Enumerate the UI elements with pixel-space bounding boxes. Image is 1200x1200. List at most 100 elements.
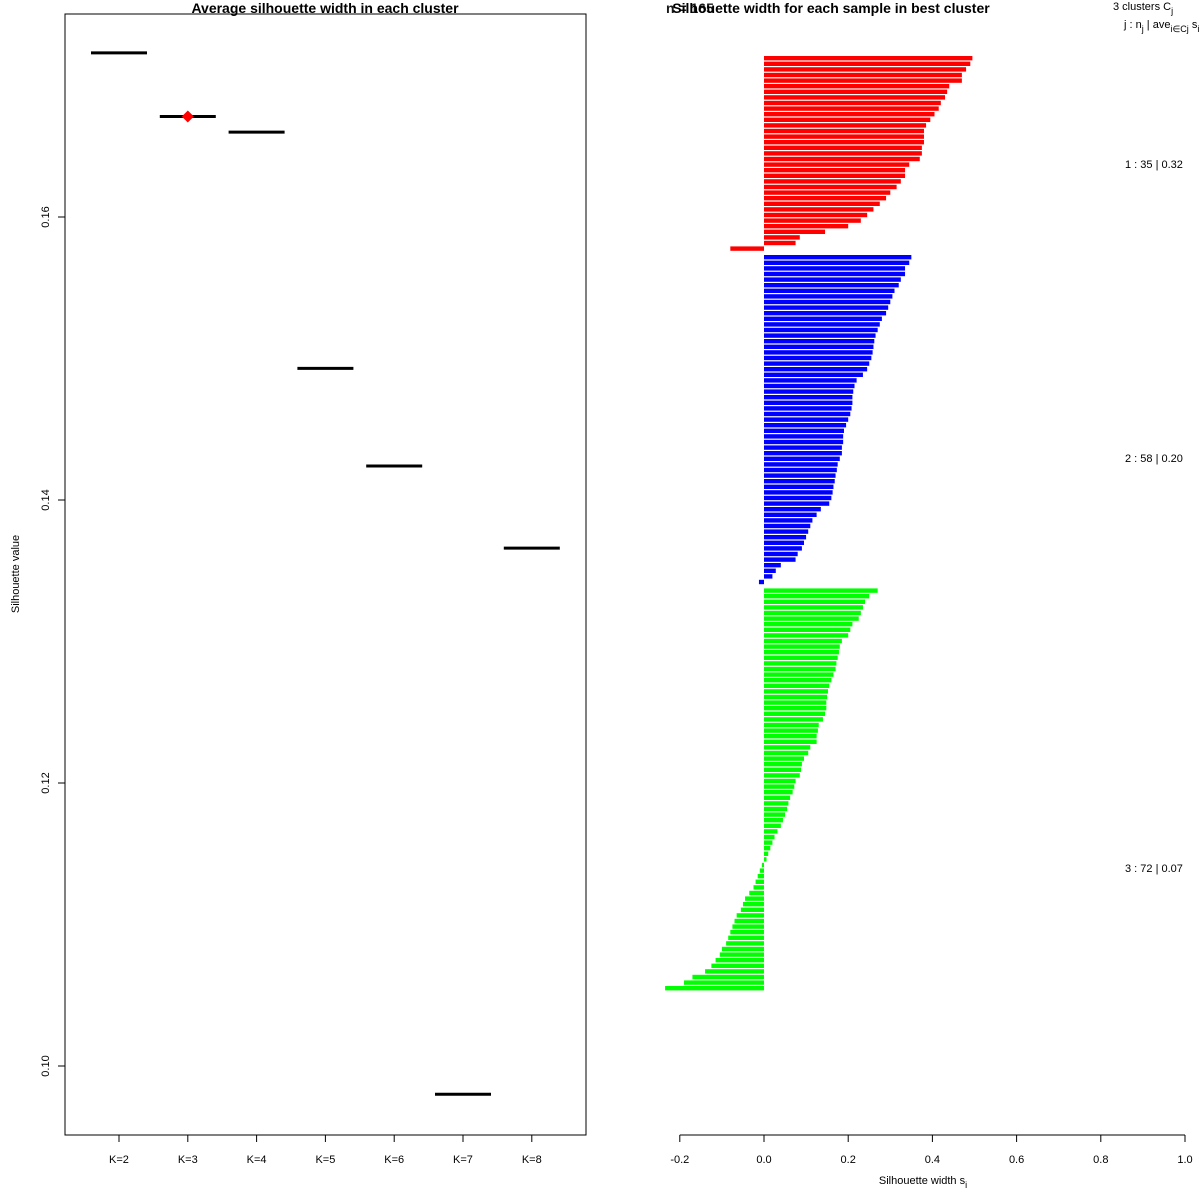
silhouette-bar-cluster-2 — [764, 523, 811, 529]
silhouette-bar-cluster-2 — [764, 535, 807, 540]
silhouette-bar-cluster-3 — [764, 644, 840, 649]
silhouette-bar-cluster-1 — [764, 156, 920, 162]
x-tick-label: K=5 — [315, 1154, 335, 1166]
silhouette-bar-cluster-1 — [764, 207, 874, 212]
silhouette-bar-cluster-3 — [764, 851, 769, 856]
silhouette-bar-cluster-2 — [764, 344, 874, 349]
silhouette-bar-cluster-3 — [764, 594, 870, 599]
silhouette-bar-cluster-3 — [764, 762, 802, 767]
silhouette-bar-cluster-2 — [764, 322, 880, 327]
x-tick-label: 0.8 — [1093, 1154, 1108, 1166]
silhouette-bar-cluster-3 — [764, 661, 837, 666]
silhouette-bar-cluster-2 — [764, 260, 910, 265]
silhouette-bar-cluster-2 — [764, 316, 882, 321]
silhouette-bar-cluster-1 — [764, 140, 924, 145]
silhouette-bar-cluster-1 — [764, 134, 924, 139]
silhouette-bar-cluster-2 — [764, 400, 853, 405]
silhouette-bar-cluster-3 — [764, 756, 804, 761]
silhouette-bar-cluster-3 — [764, 773, 800, 778]
silhouette-bar-cluster-3 — [759, 868, 764, 873]
silhouette-bar-cluster-3 — [734, 918, 764, 924]
right-bars — [665, 56, 973, 991]
x-tick-label: K=3 — [178, 1154, 198, 1166]
silhouette-bar-cluster-3 — [764, 857, 767, 862]
silhouette-bar-cluster-3 — [665, 986, 764, 991]
silhouette-bar-cluster-2 — [764, 512, 817, 517]
best-k-marker — [181, 110, 194, 123]
legend-header: 3 clusters Cj j : nj | avei∈Cj si — [1113, 1, 1199, 34]
silhouette-bar-cluster-2 — [764, 333, 876, 338]
silhouette-bar-cluster-2 — [764, 311, 887, 316]
silhouette-bar-cluster-2 — [764, 495, 832, 501]
silhouette-bar-cluster-1 — [764, 212, 868, 218]
left-axes: 0.10 0.12 0.14 0.16 K=2 K=3 K=4 K=5 K=6 K=7 K=8 — [40, 206, 542, 1166]
silhouette-bar-cluster-3 — [721, 946, 764, 952]
y-tick-label: 0.14 — [40, 489, 52, 510]
silhouette-bar-cluster-2 — [764, 350, 873, 355]
silhouette-bar-cluster-2 — [764, 574, 773, 579]
silhouette-bar-cluster-3 — [764, 672, 834, 677]
silhouette-bar-cluster-2 — [764, 540, 804, 545]
silhouette-bar-cluster-3 — [726, 941, 764, 946]
silhouette-bar-cluster-2 — [764, 551, 798, 557]
silhouette-bar-cluster-2 — [764, 255, 912, 260]
left-chart-title: Average silhouette width in each cluster — [191, 0, 459, 16]
silhouette-bar-cluster-3 — [764, 610, 861, 616]
x-tick-label: K=6 — [384, 1154, 404, 1166]
silhouette-bar-cluster-1 — [764, 179, 901, 184]
left-y-axis-label: Silhouette value — [10, 535, 22, 613]
legend-subheader-part-3: i∈Cj — [1170, 24, 1188, 34]
silhouette-bar-cluster-2 — [764, 361, 870, 366]
silhouette-bar-cluster-3 — [761, 862, 764, 868]
silhouette-bar-cluster-3 — [764, 818, 783, 823]
silhouette-bar-cluster-3 — [764, 750, 809, 756]
silhouette-bar-cluster-2 — [764, 423, 847, 428]
silhouette-bar-cluster-1 — [764, 224, 849, 229]
silhouette-bar-cluster-3 — [764, 840, 773, 845]
right-chart-title-overlay: n = 165 — [666, 0, 714, 16]
legend-subheader-part-0: j : n — [1123, 19, 1142, 31]
silhouette-bar-cluster-2 — [764, 305, 889, 310]
silhouette-bar-cluster-2 — [764, 283, 899, 288]
silhouette-bar-cluster-1 — [764, 240, 796, 246]
silhouette-bar-cluster-3 — [764, 812, 786, 817]
silhouette-bar-cluster-2 — [764, 563, 781, 568]
silhouette-bar-cluster-3 — [730, 930, 764, 935]
silhouette-bar-cluster-2 — [764, 266, 906, 271]
silhouette-bar-cluster-3 — [764, 846, 771, 851]
silhouette-bar-cluster-3 — [764, 722, 819, 728]
y-tick-label: 0.16 — [40, 206, 52, 227]
x-tick-label: K=7 — [453, 1154, 473, 1166]
silhouette-bar-cluster-2 — [764, 451, 842, 456]
silhouette-bar-cluster-2 — [764, 339, 875, 344]
x-tick-label: K=8 — [522, 1154, 542, 1166]
silhouette-bar-cluster-2 — [764, 271, 906, 277]
silhouette-bar-cluster-3 — [736, 913, 764, 918]
x-tick-label: K=4 — [247, 1154, 267, 1166]
silhouette-bar-cluster-3 — [764, 806, 788, 812]
silhouette-bar-cluster-1 — [764, 162, 910, 167]
left-panel: Average silhouette width in each cluster… — [10, 0, 587, 1166]
x-tick-label: 0.2 — [841, 1154, 856, 1166]
silhouette-bar-cluster-3 — [764, 655, 838, 660]
silhouette-bar-cluster-3 — [764, 784, 795, 789]
silhouette-bar-cluster-2 — [764, 327, 878, 333]
silhouette-bar-cluster-1 — [764, 184, 897, 190]
right-x-axis-label-main: Silhouette width s — [879, 1175, 966, 1187]
silhouette-bar-cluster-2 — [764, 277, 901, 282]
silhouette-bar-cluster-3 — [740, 907, 764, 912]
silhouette-bar-cluster-1 — [764, 190, 891, 195]
silhouette-bar-cluster-2 — [764, 299, 891, 305]
right-chart-title: Silhouette width for each sample in best… — [672, 0, 990, 16]
silhouette-bar-cluster-2 — [764, 456, 840, 461]
silhouette-bar-cluster-2 — [764, 367, 868, 372]
silhouette-bar-cluster-2 — [764, 355, 872, 361]
silhouette-bar-cluster-2 — [764, 383, 855, 389]
silhouette-bar-cluster-3 — [684, 980, 764, 985]
silhouette-bar-cluster-3 — [755, 879, 764, 884]
silhouette-bar-cluster-3 — [705, 969, 764, 974]
svg-text:j : nj | avei∈Cj si: j : nj | avei∈Cj si — [1123, 19, 1199, 34]
right-panel: n = 165 Silhouette width for each sample… — [665, 0, 1199, 1190]
silhouette-bar-cluster-1 — [764, 117, 931, 122]
silhouette-bar-cluster-1 — [764, 151, 922, 156]
